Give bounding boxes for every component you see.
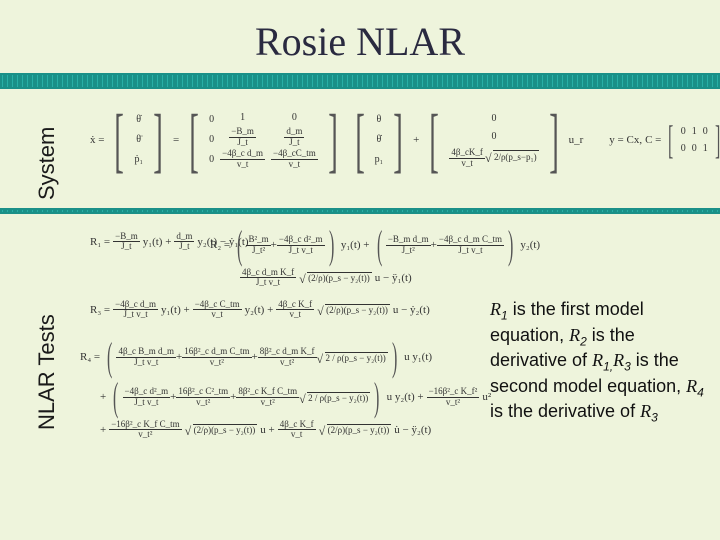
eq-r3: R₃ = −4β_c d_mJ_t v_t y₁(t) + −4β_c C_tm… [90,300,430,320]
divider-top [0,73,720,89]
eq-r4: R₄ = ( 4β_c B_m d_mJ_t v_t + 16β²_c d_m … [80,340,491,440]
label-system: System [34,127,60,200]
eq-r2: R₂ = ( B²_mJ_t² + −4β_c d²_mJ_t v_t ) y₁… [210,228,540,288]
label-tests: NLAR Tests [34,314,60,430]
page-title: Rosie NLAR [0,18,720,65]
divider-mid [0,208,720,214]
system-equation: ẋ = [ θ̇θ̈ṗ₁ ] = [ 000 1−B_mJ_t−4β_c d_m… [90,110,720,170]
title-area: Rosie NLAR [0,0,720,73]
description-text: R1 is the first model equation, R2 is th… [490,298,710,426]
